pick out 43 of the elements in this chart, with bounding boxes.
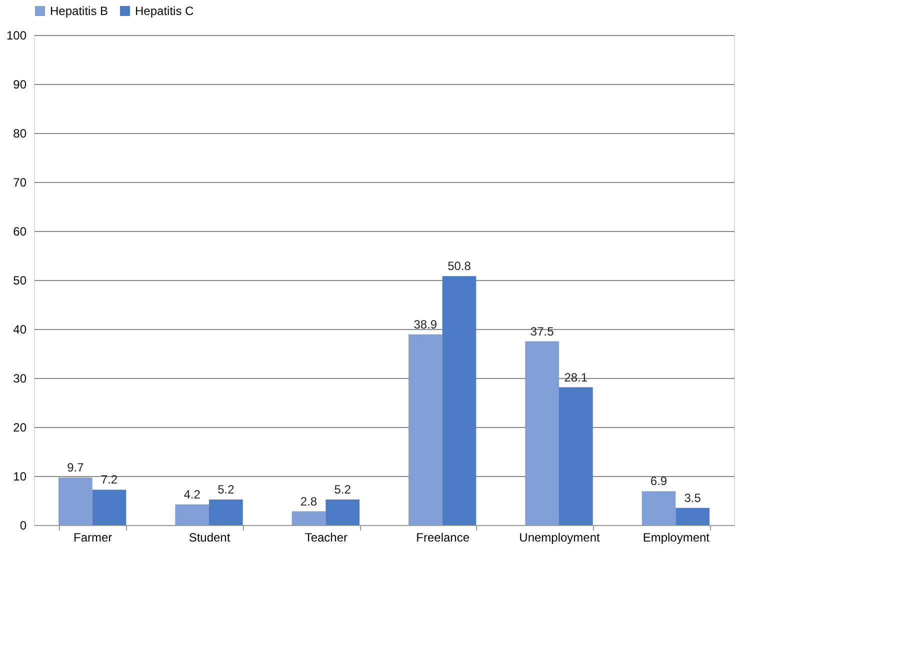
data-label: 6.9: [650, 474, 668, 488]
data-label: 9.7: [67, 460, 84, 474]
bar: [525, 341, 559, 525]
data-label: 37.5: [530, 324, 554, 338]
bar: [559, 387, 593, 525]
y-tick-label: 20: [13, 420, 27, 434]
y-tick-label: 0: [20, 518, 27, 532]
x-tick-label: Teacher: [304, 530, 348, 544]
data-label: 4.2: [184, 487, 201, 502]
data-label: 3.5: [684, 490, 702, 505]
legend-label: Hepatitis B: [50, 4, 108, 18]
data-label: 28.1: [564, 370, 588, 384]
data-label: 2.8: [300, 494, 318, 508]
y-tick-label: 100: [6, 28, 27, 42]
data-label: 5.2: [334, 482, 352, 497]
x-tick-label: Unemployment: [519, 530, 601, 544]
y-tick-label: 40: [13, 322, 27, 336]
x-tick-label: Student: [188, 530, 231, 544]
y-tick-label: 50: [13, 274, 27, 288]
bar: [326, 500, 360, 525]
data-label: 38.9: [414, 317, 438, 332]
y-tick-label: 90: [13, 78, 27, 92]
x-tick-label: Freelance: [416, 530, 470, 544]
y-tick-label: 60: [13, 224, 27, 238]
y-tick-label: 10: [13, 470, 27, 484]
bar: [642, 491, 676, 525]
data-label: 50.8: [448, 259, 472, 274]
legend-label: Hepatitis C: [135, 4, 194, 18]
y-tick-label: 70: [13, 176, 27, 190]
bar: [209, 500, 243, 525]
x-tick-label: Farmer: [73, 530, 112, 544]
data-label: 7.2: [100, 472, 118, 487]
bar: [292, 511, 326, 525]
data-label: 5.2: [218, 482, 235, 497]
bar: [92, 490, 126, 525]
x-tick-label: Employment: [642, 530, 710, 544]
bar: [175, 504, 209, 525]
bar: [442, 276, 476, 525]
bar: [408, 334, 442, 525]
y-tick-label: 80: [13, 126, 27, 140]
bar: [676, 508, 710, 525]
y-tick-label: 30: [13, 372, 27, 386]
bar: [58, 477, 92, 525]
